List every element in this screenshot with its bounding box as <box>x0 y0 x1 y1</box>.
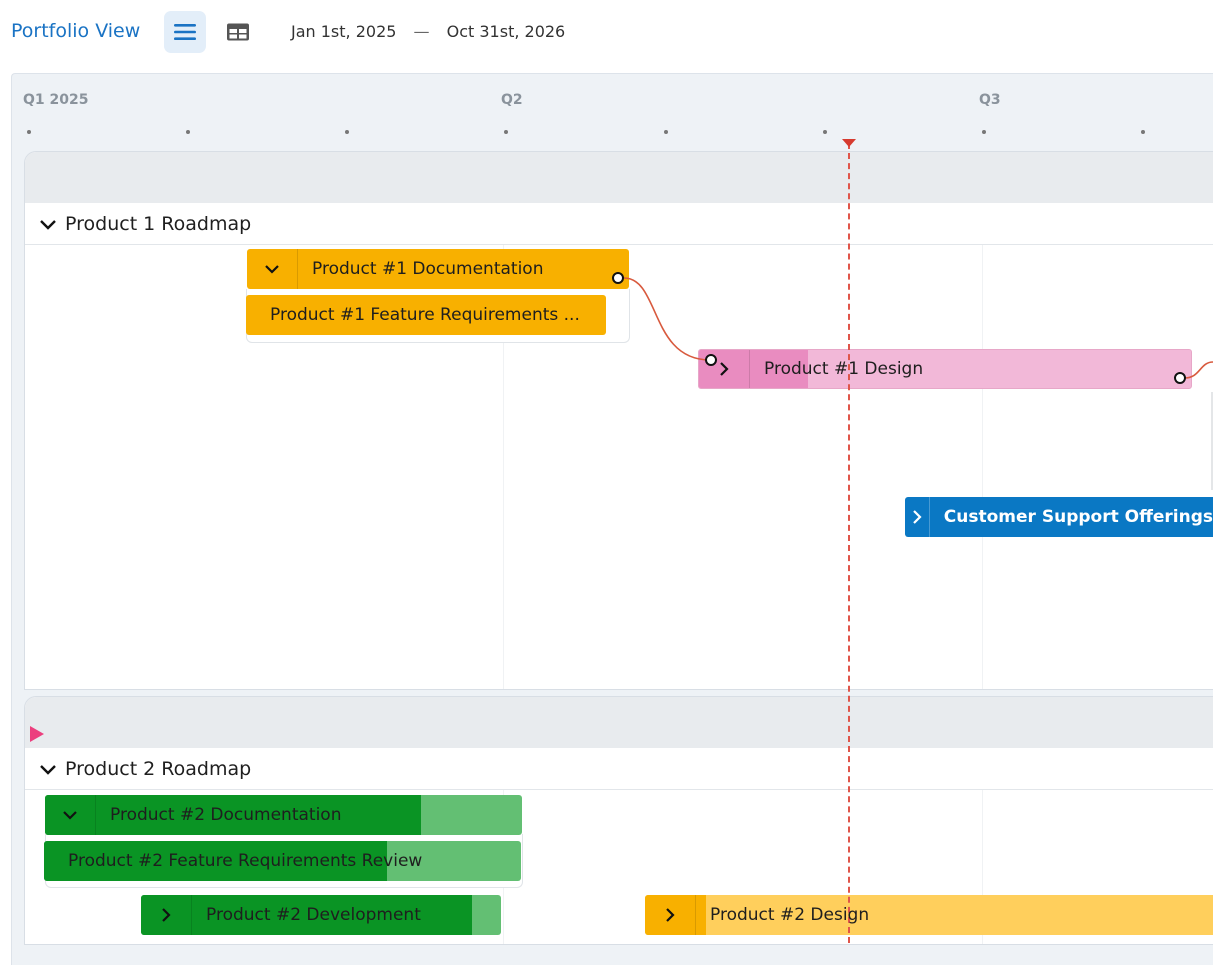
date-start: Jan 1st, 2025 <box>291 22 397 41</box>
bar-label: Product #2 Development <box>206 905 421 925</box>
chevron-down-icon[interactable] <box>39 763 57 777</box>
expand-toggle[interactable] <box>699 350 750 388</box>
today-marker-icon[interactable] <box>842 139 856 147</box>
roadmap-bar[interactable]: Product #1 Documentation <box>247 249 629 289</box>
bar-label: Product #1 Feature Requirements ... <box>270 305 580 325</box>
table-view-button[interactable] <box>217 11 259 53</box>
roadmap-bar[interactable]: Product #2 Documentation <box>45 795 522 835</box>
bar-label: Customer Support Offerings <box>943 507 1213 527</box>
expand-toggle[interactable] <box>645 895 696 935</box>
bar-label: Product #1 Design <box>764 359 924 379</box>
chevron-right-icon <box>162 908 171 922</box>
grid-line <box>982 152 983 689</box>
roadmap-bar[interactable]: Product #2 Feature Requirements Review <box>44 841 521 881</box>
chevron-right-icon <box>913 510 922 524</box>
bar-label: Product #2 Documentation <box>110 805 342 825</box>
table-view-icon <box>227 23 249 41</box>
progress-fill <box>141 895 472 935</box>
today-line <box>848 143 850 943</box>
roadmap-bar[interactable]: Product #2 Development <box>141 895 501 935</box>
play-flag-icon[interactable] <box>30 726 44 742</box>
portfolio-view-title[interactable]: Portfolio View <box>11 20 141 42</box>
chevron-down-icon <box>265 265 279 274</box>
list-view-icon <box>174 24 196 40</box>
roadmap-bar[interactable]: Product #1 Design <box>698 349 1192 389</box>
list-view-button[interactable] <box>164 11 206 53</box>
roadmap-bar[interactable]: Product #1 Feature Requirements ... <box>246 295 606 335</box>
date-end: Oct 31st, 2026 <box>446 22 566 41</box>
timeline-tick <box>345 130 349 134</box>
timeline-tick <box>186 130 190 134</box>
group-title: Product 2 Roadmap <box>65 758 252 780</box>
progress-fill <box>699 350 808 388</box>
timeline-tick <box>1141 130 1145 134</box>
timeline-tick <box>27 130 31 134</box>
group-title-row[interactable]: Product 1 Roadmap <box>25 203 1213 245</box>
date-range[interactable]: Jan 1st, 2025 — Oct 31st, 2026 <box>291 22 565 41</box>
bar-label: Product #2 Feature Requirements Review <box>68 851 423 871</box>
quarter-label-q1: Q1 2025 <box>23 92 89 108</box>
timeline-tick <box>982 130 986 134</box>
expand-toggle[interactable] <box>141 895 192 935</box>
chevron-down-icon[interactable] <box>39 218 57 232</box>
timeline-tick <box>664 130 668 134</box>
date-separator: — <box>413 22 430 41</box>
quarter-label-q2: Q2 <box>501 92 523 108</box>
timeline-tick <box>504 130 508 134</box>
roadmap-bar[interactable]: Product #2 Design <box>645 895 1213 935</box>
chevron-right-icon <box>666 908 675 922</box>
group-header-band <box>25 697 1213 749</box>
progress-fill <box>645 895 706 935</box>
top-bar: Portfolio View Jan 1st, 2025 — Oct 31st,… <box>0 0 1213 66</box>
progress-fill <box>45 795 421 835</box>
group-title: Product 1 Roadmap <box>65 213 252 235</box>
expand-toggle[interactable] <box>247 249 298 289</box>
bar-label: Product #2 Design <box>710 905 870 925</box>
roadmap-group-product-1: Product 1 Roadmap <box>24 151 1213 690</box>
quarter-label-q3: Q3 <box>979 92 1001 108</box>
group-title-row[interactable]: Product 2 Roadmap <box>25 748 1213 790</box>
grid-line <box>982 697 983 944</box>
timeline-tick <box>823 130 827 134</box>
expand-toggle[interactable] <box>905 497 930 537</box>
bar-label: Product #1 Documentation <box>312 259 544 279</box>
chevron-down-icon <box>63 811 77 820</box>
grid-line <box>503 152 504 689</box>
progress-fill <box>44 841 387 881</box>
group-header-band <box>25 152 1213 204</box>
chevron-right-icon <box>720 362 729 376</box>
roadmap-bar[interactable]: Customer Support Offerings <box>905 497 1213 537</box>
expand-toggle[interactable] <box>45 795 96 835</box>
